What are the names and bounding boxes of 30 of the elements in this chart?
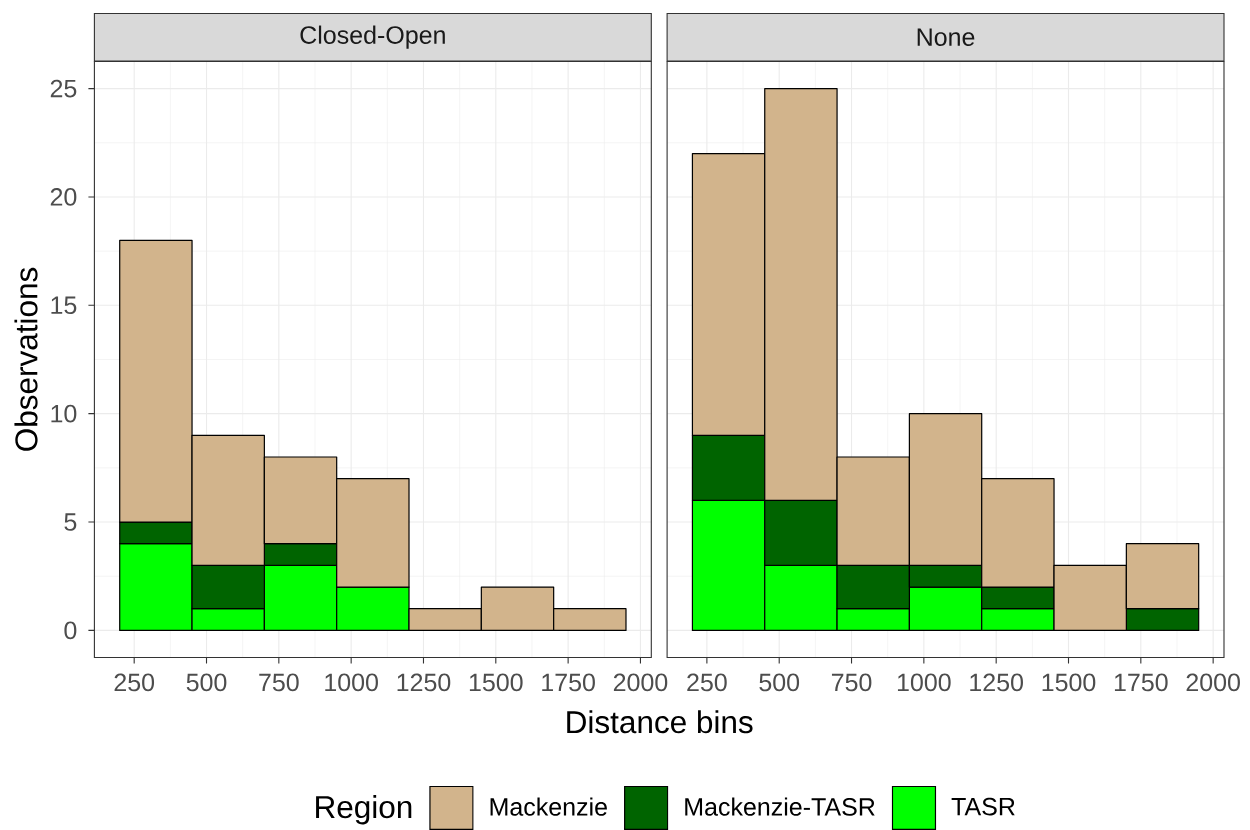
x-tick-label: 500 xyxy=(759,673,800,692)
chart-title: None xyxy=(917,28,975,46)
y-tick-label: 0 xyxy=(64,621,77,640)
x-tick-label: 1000 xyxy=(897,673,951,692)
x-tick-label: 1000 xyxy=(325,673,378,692)
x-tick-label: 750 xyxy=(831,673,872,692)
x-tick-label: 1500 xyxy=(469,673,523,692)
y-tick-label: 10 xyxy=(51,404,77,423)
x-tick-label: 1750 xyxy=(542,673,595,692)
x-tick-label: 2000 xyxy=(1186,673,1240,692)
legend-label: Mackenzie-TASR xyxy=(685,797,875,816)
x-tick-label: 1250 xyxy=(397,673,451,692)
y-tick-label: 25 xyxy=(50,79,77,98)
legend-title: Region xyxy=(316,795,412,825)
x-axis-title: Distance bins xyxy=(567,710,753,734)
chart-title: Closed-Open xyxy=(300,25,445,49)
y-tick-label: 5 xyxy=(64,513,77,531)
y-tick-label: 15 xyxy=(51,296,77,315)
x-tick-label: 1250 xyxy=(970,673,1023,692)
legend-label: Mackenzie xyxy=(490,797,607,816)
x-tick-label: 2000 xyxy=(613,673,668,692)
x-tick-label: 750 xyxy=(259,673,299,692)
y-tick-label: 20 xyxy=(50,188,77,206)
x-tick-label: 1750 xyxy=(1114,673,1168,692)
y-axis-title: Observations xyxy=(14,267,38,451)
x-tick-label: 1500 xyxy=(1042,673,1096,692)
x-tick-label: 500 xyxy=(186,673,227,692)
x-tick-label: 250 xyxy=(687,673,727,692)
x-tick-label: 250 xyxy=(114,673,155,692)
legend-label: TASR xyxy=(951,797,1015,816)
